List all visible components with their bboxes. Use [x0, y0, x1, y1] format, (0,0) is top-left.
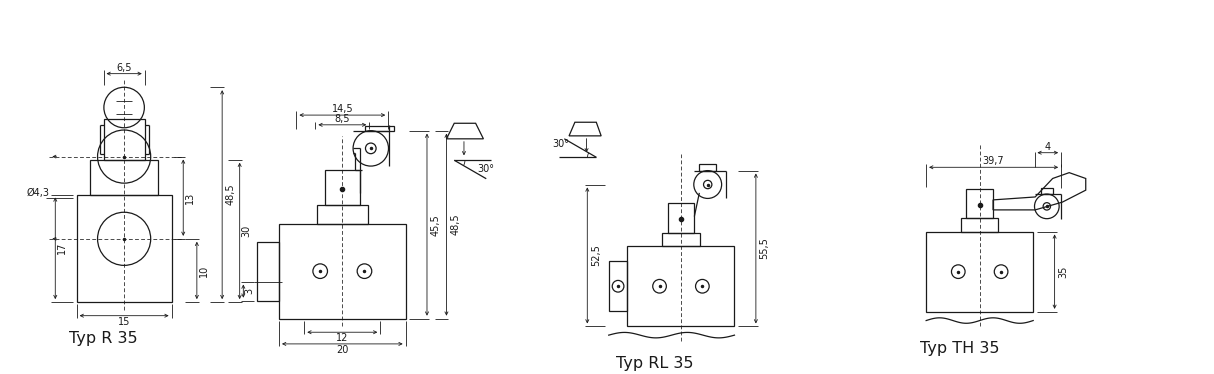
Text: 8,5: 8,5	[335, 114, 350, 124]
Bar	[103, 119, 144, 160]
Text: 35: 35	[1059, 266, 1068, 278]
Text: 52,5: 52,5	[591, 245, 601, 266]
Bar	[279, 224, 405, 319]
Text: 30°: 30°	[477, 164, 494, 174]
Text: 30°: 30°	[552, 139, 569, 148]
Text: 14,5: 14,5	[331, 104, 353, 114]
Bar	[662, 233, 699, 246]
Bar	[76, 194, 171, 302]
Text: 30: 30	[242, 225, 251, 237]
Text: Typ TH 35: Typ TH 35	[920, 341, 1000, 356]
Text: 55,5: 55,5	[760, 237, 770, 260]
Text: 15: 15	[118, 316, 130, 327]
Text: 45,5: 45,5	[431, 214, 441, 236]
Text: 3: 3	[244, 288, 254, 294]
Text: Typ R 35: Typ R 35	[69, 331, 137, 346]
Text: 12: 12	[336, 333, 348, 343]
Bar	[966, 189, 993, 218]
Bar	[90, 160, 158, 194]
Bar	[628, 246, 734, 327]
Text: Typ RL 35: Typ RL 35	[615, 356, 693, 371]
Text: 10: 10	[199, 264, 209, 276]
Text: 6,5: 6,5	[117, 63, 132, 73]
Text: 17: 17	[57, 242, 67, 254]
Bar	[365, 126, 393, 131]
Text: 13: 13	[185, 191, 195, 204]
Text: 48,5: 48,5	[226, 184, 236, 205]
Bar	[317, 205, 368, 224]
Text: 20: 20	[336, 345, 348, 355]
Text: 4: 4	[1045, 142, 1051, 152]
Text: 48,5: 48,5	[450, 214, 460, 236]
Bar	[926, 232, 1033, 312]
Bar	[325, 170, 359, 205]
Bar	[608, 261, 628, 311]
Bar	[668, 203, 694, 233]
Bar	[257, 242, 279, 301]
Text: Ø4,3: Ø4,3	[27, 188, 50, 198]
Bar	[961, 218, 998, 232]
Text: 39,7: 39,7	[983, 156, 1004, 166]
